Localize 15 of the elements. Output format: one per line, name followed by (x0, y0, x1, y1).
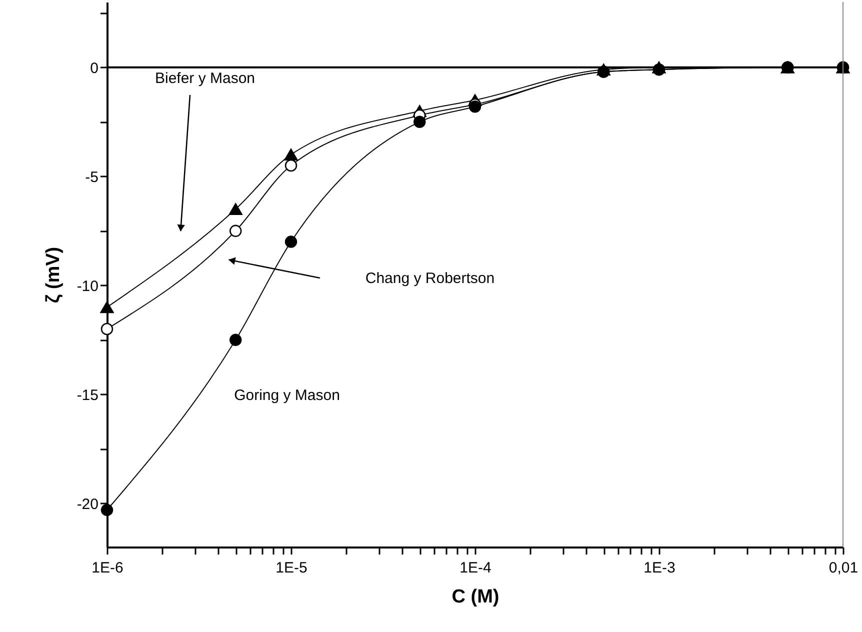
y-tick-label: -20 (76, 496, 98, 513)
x-tick-label: 1E-6 (92, 560, 124, 576)
annotation: Biefer y Mason (154, 70, 256, 87)
y-tick-label: 0 (90, 60, 98, 77)
y-tick-label: -10 (76, 278, 98, 295)
x-axis-title: C (M) (452, 586, 500, 608)
annotation: Chang y Robertson (365, 270, 495, 287)
annotation: Goring y Mason (234, 387, 340, 404)
x-tick-label: 0,01 (828, 560, 858, 576)
y-axis-title: ζ (mV) (42, 246, 64, 304)
y-tick-label: -5 (85, 168, 98, 186)
x-tick-label: 1E-4 (460, 560, 492, 576)
x-tick-label: 1E-5 (276, 560, 308, 576)
x-tick-label: 1E-3 (644, 560, 676, 576)
y-tick-label: -15 (76, 386, 98, 404)
